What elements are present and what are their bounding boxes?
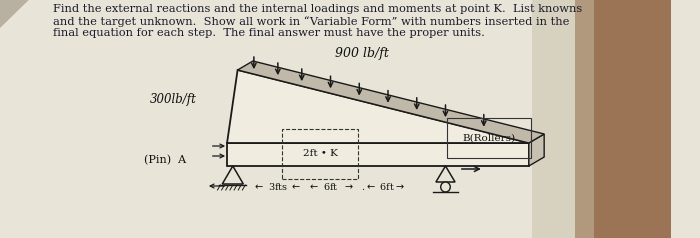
Text: 300lb/ft: 300lb/ft [150,94,197,106]
Polygon shape [237,61,544,143]
Polygon shape [528,134,544,166]
Polygon shape [227,70,528,143]
Text: B(Rollers): B(Rollers) [463,134,516,143]
Polygon shape [227,143,528,166]
Text: 2ft • K: 2ft • K [302,149,337,159]
Polygon shape [575,0,671,238]
Polygon shape [0,0,29,28]
Text: $\leftarrow$ 3fts $\leftarrow$  $\leftarrow$ 6ft  $\rightarrow$  .$\leftarrow$ 6: $\leftarrow$ 3fts $\leftarrow$ $\leftarr… [253,180,405,192]
Text: Find the external reactions and the internal loadings and moments at point K.  L: Find the external reactions and the inte… [52,4,582,14]
Polygon shape [532,0,594,238]
Polygon shape [0,0,594,238]
Text: final equation for each step.  The final answer must have the proper units.: final equation for each step. The final … [52,28,484,38]
Circle shape [441,182,450,192]
Polygon shape [223,166,244,184]
Text: 900 lb/ft: 900 lb/ft [335,47,389,60]
Text: (Pin)  A: (Pin) A [144,155,186,165]
Polygon shape [436,166,455,182]
Text: and the target unknown.  Show all work in “Variable Form” with numbers inserted : and the target unknown. Show all work in… [52,16,569,27]
